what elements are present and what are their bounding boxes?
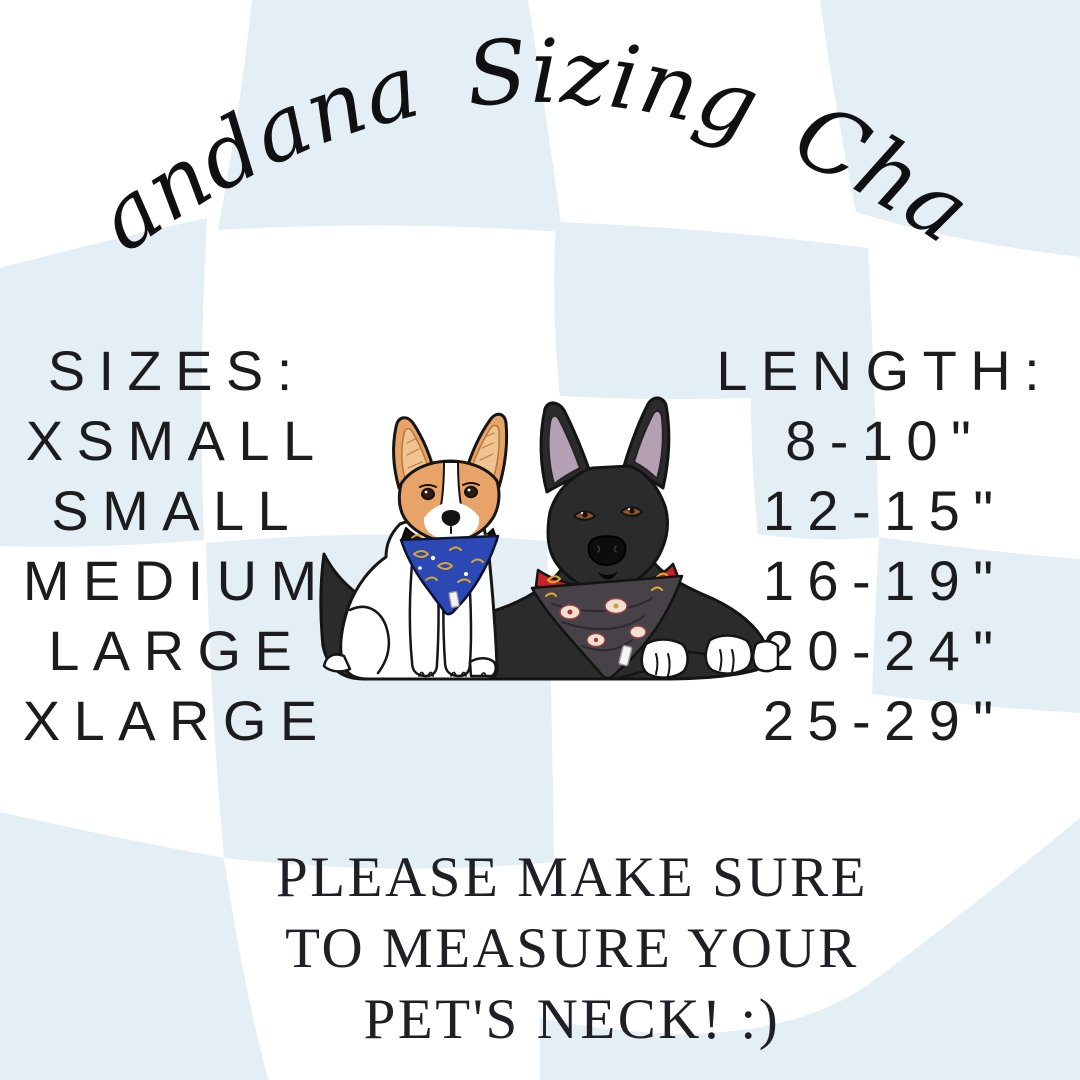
svg-text:Bandana Sizing Chart: Bandana Sizing Chart: [0, 0, 989, 271]
bg-tile: [820, 0, 1080, 257]
footer-line-3: PET'S NECK! :): [363, 988, 781, 1051]
bg-tile: [554, 222, 879, 540]
large-dog-paw: [640, 638, 689, 679]
small-dog-eye: [464, 485, 478, 499]
large-dog-inner-ear: [547, 415, 581, 485]
bandana-tag: [448, 590, 460, 608]
bandana-tag: [618, 644, 633, 667]
large-dog-inner-ear: [633, 410, 664, 480]
size-label-xsmall: XSMALL: [25, 409, 328, 472]
large-dog-bandana-motifs: [545, 586, 663, 667]
title-arc: Bandana Sizing Chart: [0, 0, 989, 271]
small-dog-tail: [322, 653, 352, 673]
length-header: LENGTH:: [716, 339, 1054, 402]
bg-tile: [0, 218, 207, 547]
length-column: LENGTH: 8-10" 12-15" 16-19" 20-24" 25-29…: [700, 336, 1056, 756]
length-value-medium: 16-19": [762, 549, 1007, 612]
size-label-xlarge: XLARGE: [22, 689, 331, 752]
large-dog-nose: [587, 535, 627, 566]
bg-tile: [540, 818, 1080, 1080]
bg-tile: [218, 0, 562, 232]
bg-tile: [0, 812, 268, 1080]
large-dog-head: [546, 464, 669, 594]
footer-note: PLEASE MAKE SURE TO MEASURE YOUR PET'S N…: [60, 842, 1080, 1055]
small-dog-rear-paw: [468, 657, 497, 678]
size-label-medium: MEDIUM: [22, 549, 331, 612]
small-dog-nose: [441, 510, 461, 527]
small-dog-eye: [421, 487, 435, 501]
footer-line-1: PLEASE MAKE SURE: [275, 846, 869, 909]
length-value-large: 20-24": [762, 619, 1007, 682]
footer-line-2: TO MEASURE YOUR: [285, 917, 859, 980]
dogs-illustration: [319, 396, 780, 681]
bg-tile: [872, 537, 1080, 713]
large-dog-paw: [704, 634, 753, 675]
length-value-xsmall: 8-10": [785, 409, 985, 472]
small-dog-bandana-pattern: [413, 546, 484, 583]
large-dog-paw: [752, 640, 780, 673]
size-label-small: SMALL: [51, 479, 303, 542]
small-dog: [322, 412, 509, 681]
sizes-column: SIZES: XSMALL SMALL MEDIUM LARGE XLARGE: [0, 336, 340, 756]
page-title: Bandana Sizing Chart: [0, 0, 988, 271]
length-value-xlarge: 25-29": [762, 689, 1007, 752]
size-label-large: LARGE: [48, 619, 306, 682]
length-value-small: 12-15": [762, 479, 1007, 542]
large-dog-mouth: [598, 571, 618, 580]
sizes-header: SIZES:: [47, 339, 306, 402]
